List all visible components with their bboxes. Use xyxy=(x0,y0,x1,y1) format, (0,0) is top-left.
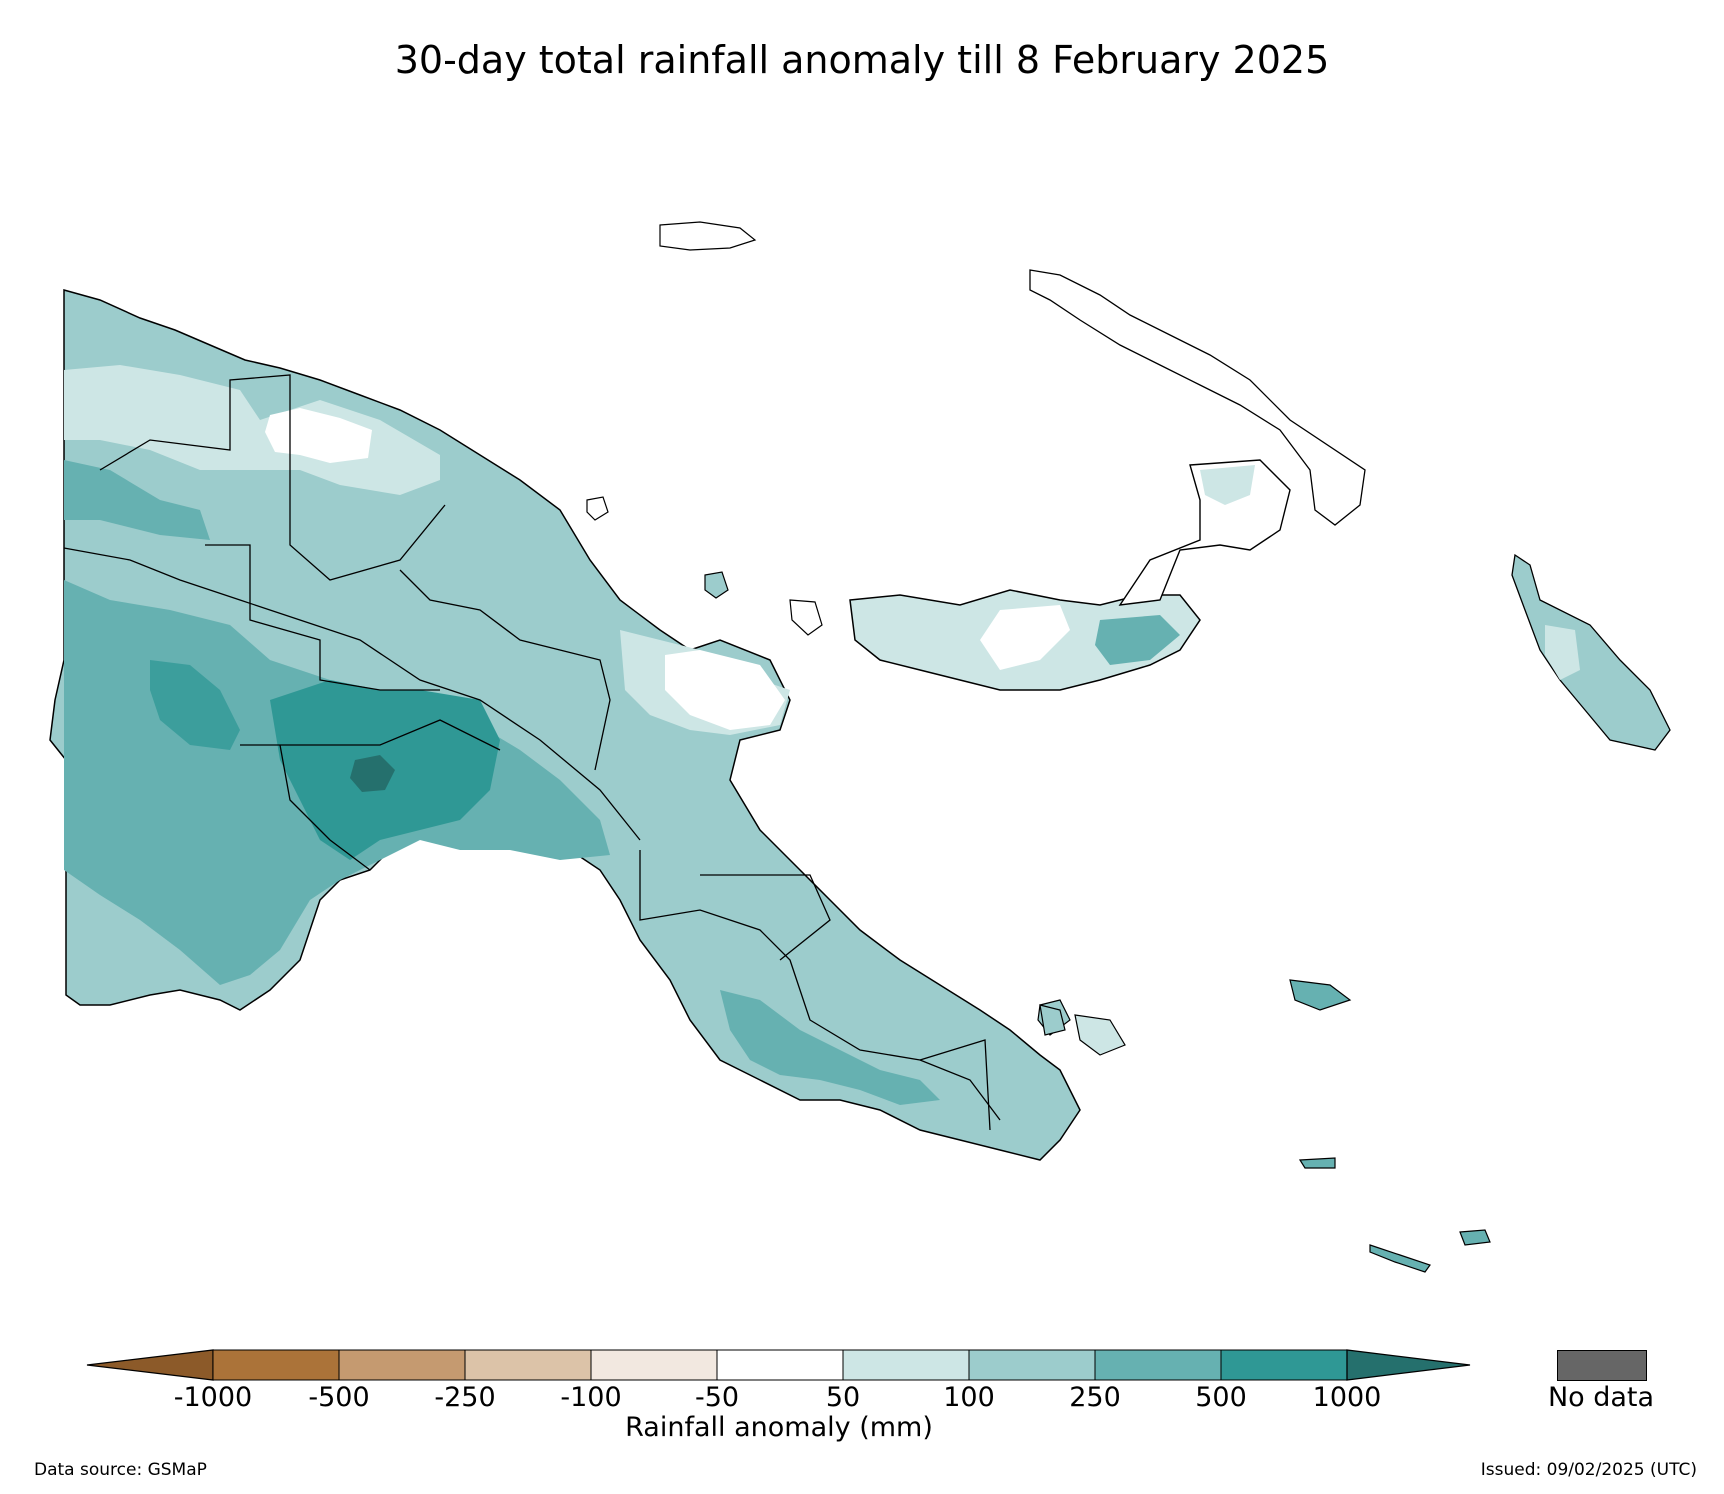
colorbar-tick: 50 xyxy=(825,1382,861,1413)
white-patch-east xyxy=(665,650,785,730)
mainland-region xyxy=(49,289,1081,1161)
gazelle-light xyxy=(1200,465,1255,505)
colorbar-tick: -1000 xyxy=(173,1382,253,1413)
woodlark-island xyxy=(1289,979,1352,1011)
colorbar-segment xyxy=(464,1349,592,1381)
colorbar-extend-high xyxy=(1346,1349,1471,1381)
province-boundaries xyxy=(63,374,1001,1131)
issued-date: Issued: 09/02/2025 (UTC) xyxy=(1480,1460,1697,1480)
colorbar-label: Rainfall anomaly (mm) xyxy=(625,1412,933,1443)
colorbar-tick: 500 xyxy=(1195,1382,1247,1413)
gazelle-peninsula xyxy=(1118,459,1291,606)
long-island xyxy=(789,599,823,636)
colorbar-tick: 100 xyxy=(943,1382,995,1413)
new-britain-white-patch xyxy=(980,605,1070,670)
colorbar-tick: 1000 xyxy=(1312,1382,1382,1413)
high-west xyxy=(150,660,240,750)
colorbar-segment xyxy=(716,1349,844,1381)
colorbar-tick: -50 xyxy=(694,1382,740,1413)
new-britain-east xyxy=(1095,615,1180,665)
umboi-island xyxy=(704,571,729,599)
no-data-swatch xyxy=(1557,1350,1647,1381)
bougainville-island xyxy=(1511,553,1671,751)
light-band-north xyxy=(64,365,440,495)
colorbar-segment xyxy=(1094,1349,1222,1381)
new-ireland-island xyxy=(1029,269,1366,526)
extreme-cell xyxy=(350,755,395,792)
goodenough-island xyxy=(1039,1004,1066,1036)
colorbar-tick: -500 xyxy=(308,1382,370,1413)
colorbar-tick: -100 xyxy=(560,1382,622,1413)
colorbar-extend-low xyxy=(86,1349,214,1381)
normanby-island xyxy=(1074,1014,1126,1056)
colorbar-segment xyxy=(842,1349,970,1381)
mid-band-north xyxy=(64,460,210,540)
colorbar-tick: 250 xyxy=(1069,1382,1121,1413)
rossel-island xyxy=(1459,1229,1491,1246)
no-data-label: No data xyxy=(1547,1382,1655,1413)
colorbar-segment xyxy=(338,1349,466,1381)
white-patch-north xyxy=(265,408,372,463)
colorbar-segment xyxy=(968,1349,1096,1381)
colorbar-segment xyxy=(590,1349,718,1381)
bougainville-light xyxy=(1545,625,1580,680)
data-source: Data source: GSMaP xyxy=(34,1460,207,1480)
colorbar-segment xyxy=(1220,1349,1348,1381)
map-title: 30-day total rainfall anomaly till 8 Feb… xyxy=(394,38,1330,82)
colorbar-tick: -250 xyxy=(434,1382,496,1413)
colorbar-segment xyxy=(212,1349,340,1381)
misima-island xyxy=(1298,1157,1336,1169)
sudest-island xyxy=(1369,1244,1431,1273)
manus-island xyxy=(659,221,757,251)
karkar-island xyxy=(586,496,609,521)
mid-band-south-east xyxy=(720,990,940,1105)
